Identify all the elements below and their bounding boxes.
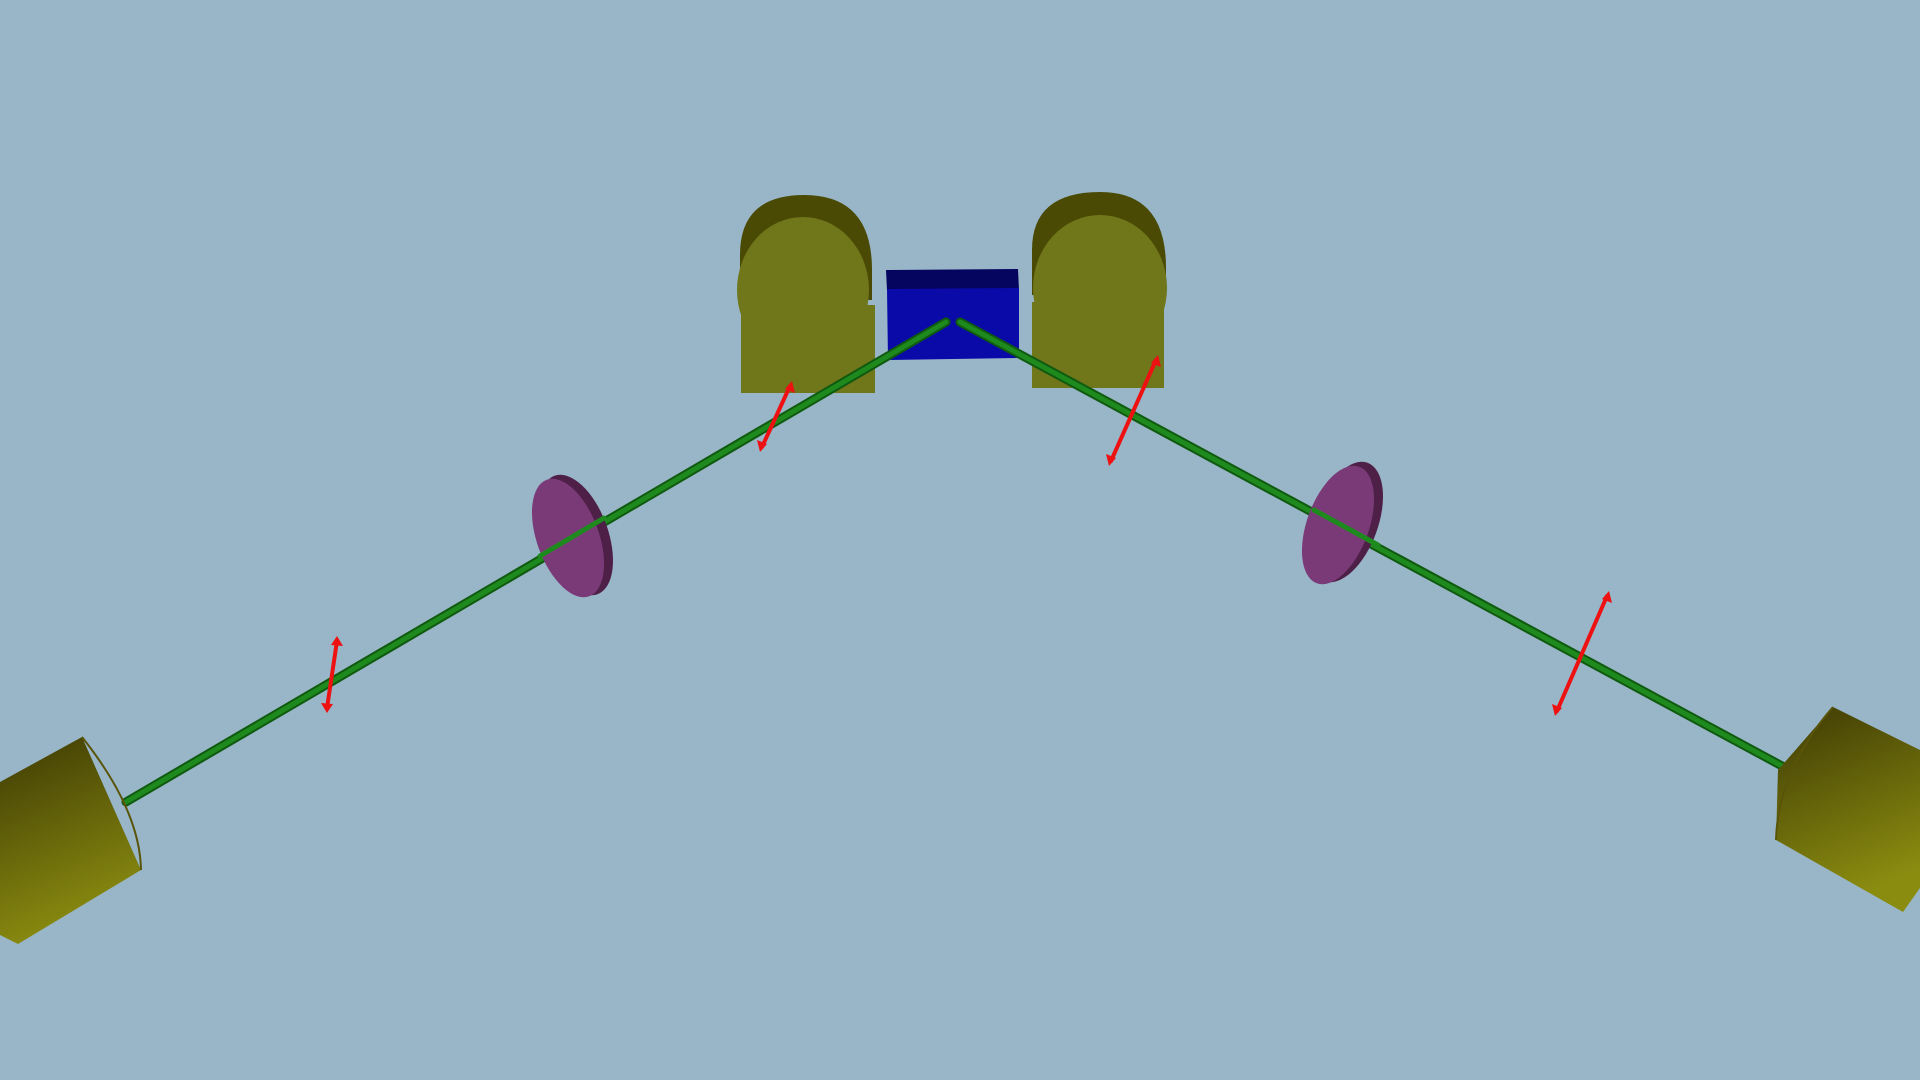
beam-left xyxy=(121,317,951,807)
polarization-arrow-2 xyxy=(757,381,795,452)
coupler-left xyxy=(737,195,875,393)
lens-left xyxy=(531,474,613,598)
polarization-arrow-3 xyxy=(1106,355,1161,466)
detector-left xyxy=(0,736,142,944)
beam-right xyxy=(955,317,1800,778)
polarization-arrow-4 xyxy=(1552,591,1612,716)
coupler-right xyxy=(1032,192,1167,388)
detector-right xyxy=(1775,706,1920,912)
polarization-arrow-1 xyxy=(321,636,343,713)
lens-right xyxy=(1301,461,1383,585)
